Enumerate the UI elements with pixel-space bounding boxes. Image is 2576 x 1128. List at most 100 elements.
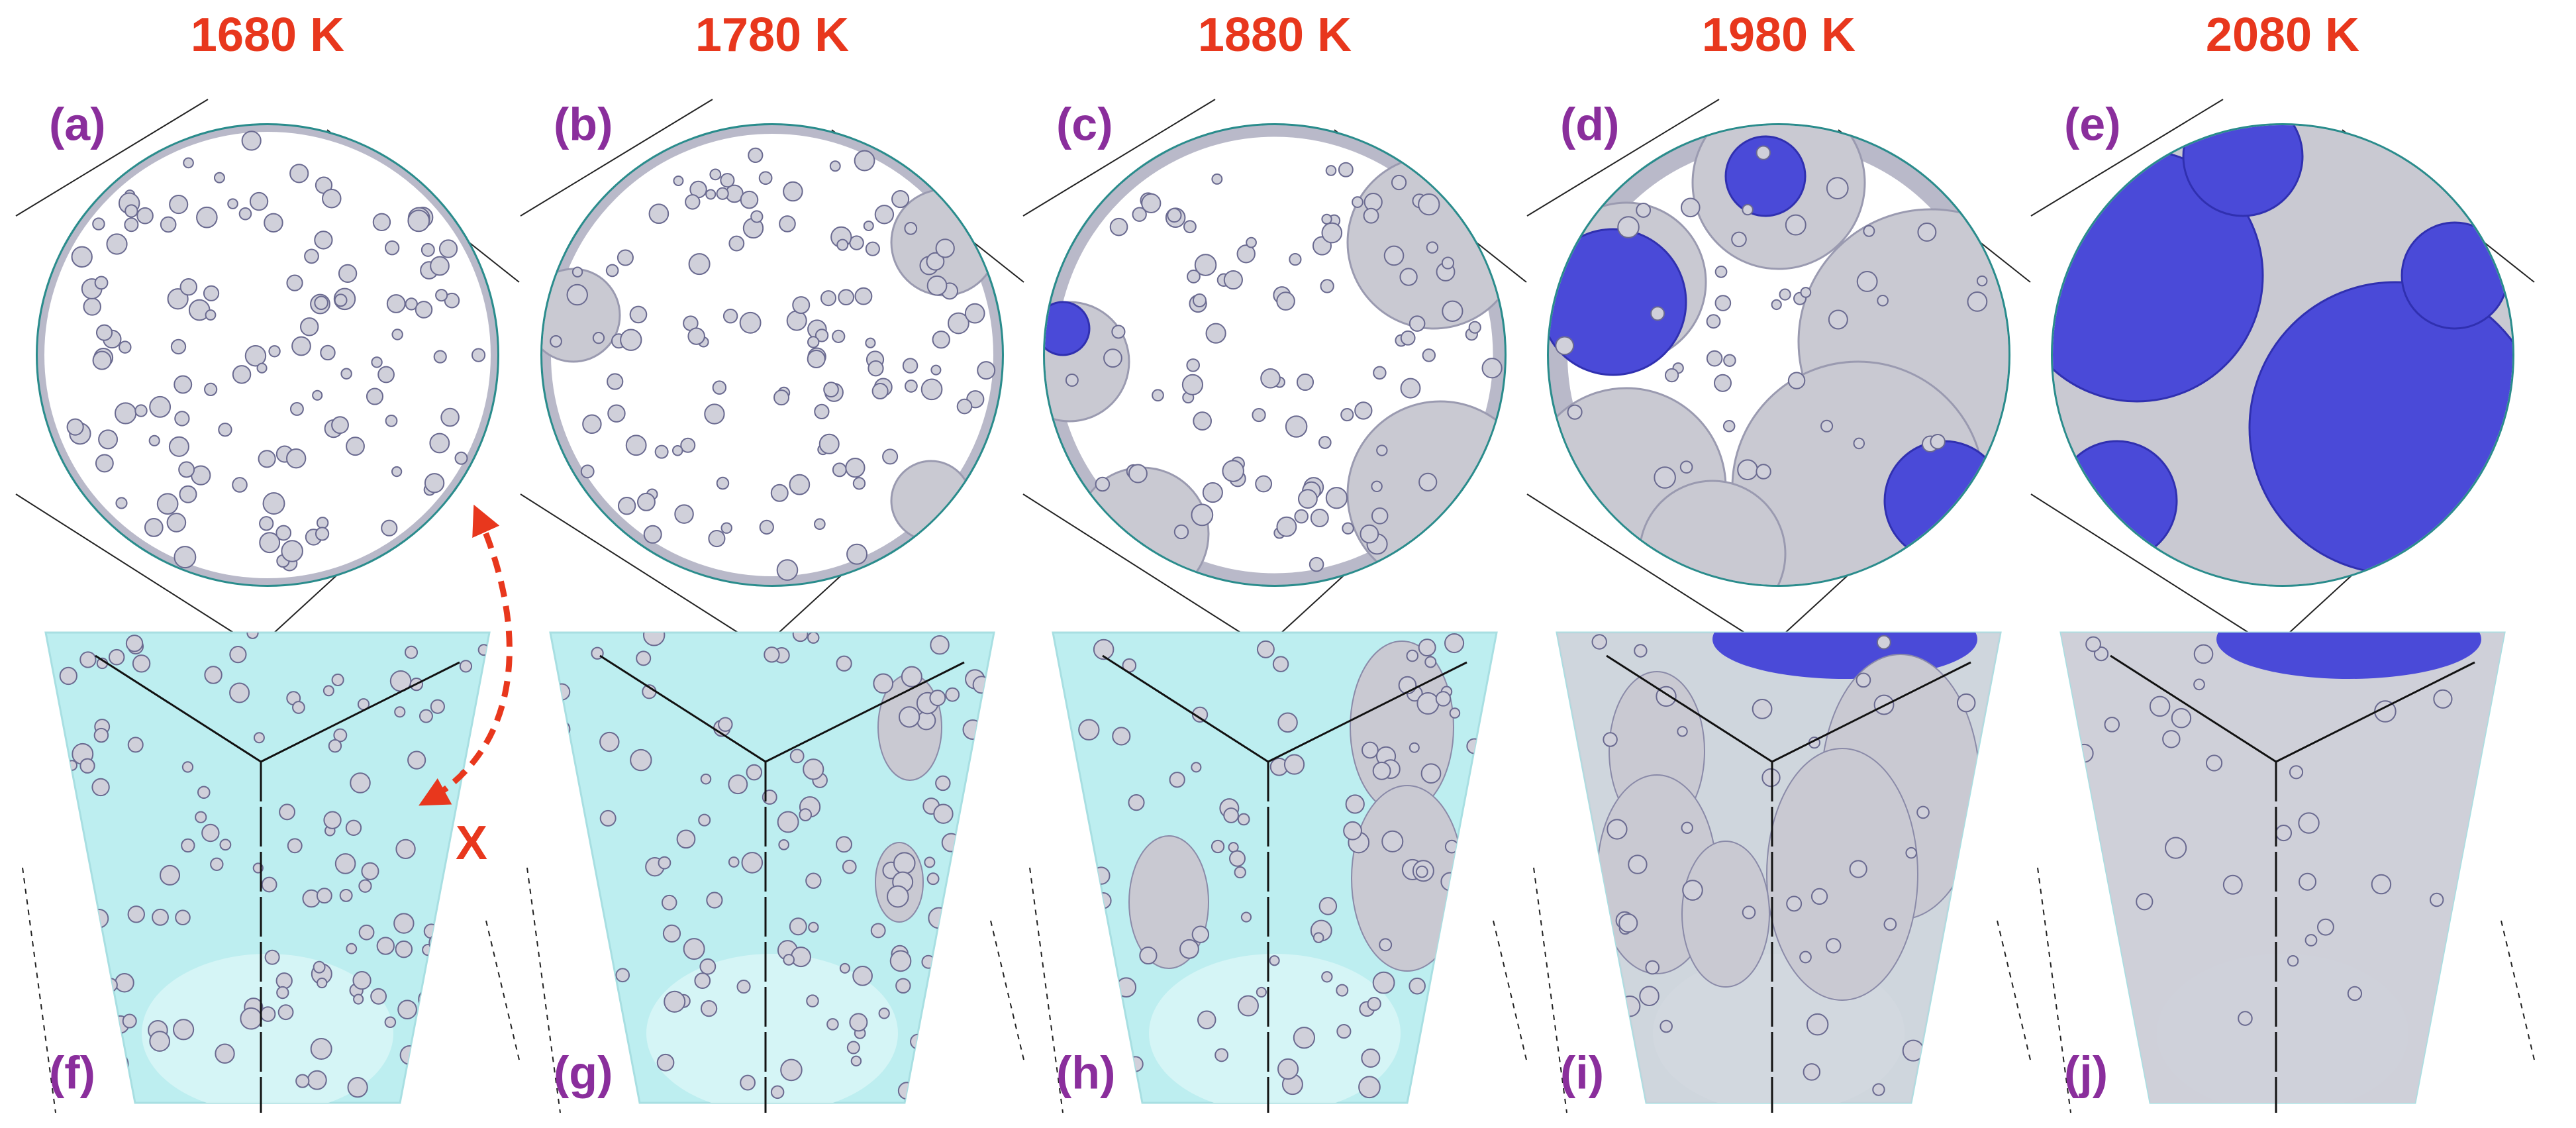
cluster — [815, 329, 829, 342]
temperature-header: 1680 K — [191, 9, 344, 62]
cluster — [1787, 372, 1806, 389]
cluster — [218, 423, 232, 437]
cluster — [1391, 174, 1407, 191]
cluster — [865, 241, 880, 256]
cluster — [1358, 1076, 1381, 1099]
cluster — [636, 650, 652, 666]
cluster — [1192, 293, 1207, 308]
cluster — [174, 411, 190, 427]
cluster — [370, 988, 387, 1005]
cluster — [932, 331, 950, 349]
cluster — [381, 519, 398, 537]
cluster — [61, 981, 76, 996]
cluster — [1236, 244, 1256, 264]
cluster — [786, 310, 807, 331]
cluster — [1371, 507, 1389, 525]
cluster — [1603, 732, 1618, 747]
temperature-header: 1880 K — [1198, 9, 1352, 62]
cluster — [227, 198, 238, 209]
cluster — [103, 978, 118, 992]
cluster — [2298, 872, 2317, 891]
cluster — [588, 957, 609, 978]
cluster — [562, 823, 580, 841]
cluster — [316, 517, 329, 529]
cluster — [1628, 854, 1648, 874]
cluster — [930, 364, 942, 376]
cluster — [1956, 693, 1976, 713]
box-edge — [2501, 920, 2535, 1060]
cluster — [891, 190, 910, 209]
cluster — [1636, 202, 1652, 218]
cluster — [1619, 996, 1641, 1017]
box-edge — [1533, 867, 1567, 1113]
cluster — [115, 402, 137, 425]
cluster — [181, 761, 194, 773]
cluster — [1423, 1047, 1442, 1065]
cluster — [454, 451, 468, 465]
cluster — [394, 706, 406, 718]
cluster — [197, 786, 211, 799]
cluster — [1876, 635, 1891, 650]
cluster — [1916, 805, 1930, 819]
cluster — [91, 778, 110, 797]
panel-label: (e) — [2064, 98, 2121, 150]
crystal-region — [2182, 125, 2304, 217]
cluster — [156, 493, 179, 515]
crystal-region — [1724, 135, 1807, 217]
cluster — [134, 404, 148, 417]
cluster — [1325, 487, 1348, 509]
cluster — [2222, 874, 2243, 895]
box-edge — [599, 654, 766, 763]
cluster — [1555, 336, 1575, 356]
cluster — [850, 1055, 862, 1067]
cluster — [166, 513, 187, 533]
cluster — [2298, 812, 2320, 834]
cluster — [1053, 877, 1066, 894]
cluster — [648, 203, 669, 225]
cluster — [1256, 640, 1275, 658]
cluster — [1771, 299, 1782, 311]
cluster — [391, 329, 403, 340]
cluster — [720, 173, 735, 188]
cluster — [1240, 911, 1252, 923]
cluster — [1883, 917, 1897, 931]
temperature-header: 2080 K — [2206, 9, 2359, 62]
cluster — [607, 404, 626, 423]
cluster — [232, 365, 252, 384]
cluster — [1352, 196, 1363, 208]
temperature-header: 1980 K — [1702, 9, 1856, 62]
cluster — [149, 395, 172, 418]
cluster — [264, 213, 283, 233]
cluster — [2104, 717, 2120, 733]
cluster — [550, 807, 563, 824]
cluster — [1399, 268, 1418, 286]
cluster — [979, 713, 994, 729]
cluster — [1976, 275, 1988, 287]
cluster — [430, 699, 445, 714]
cluster — [1418, 193, 1440, 216]
cluster — [895, 978, 911, 994]
cluster — [1077, 905, 1099, 927]
cluster — [421, 242, 435, 257]
cluster — [836, 655, 852, 672]
cluster — [1853, 437, 1865, 450]
box-edge — [520, 99, 713, 217]
cluster — [956, 398, 973, 415]
cluster — [832, 329, 846, 343]
cluster — [1252, 407, 1266, 423]
cluster — [1967, 291, 1988, 312]
cluster — [79, 758, 95, 774]
cluster — [115, 497, 128, 509]
cluster — [1321, 971, 1333, 983]
cluster — [287, 838, 303, 854]
cluster — [1737, 459, 1758, 481]
cluster — [1742, 203, 1754, 216]
cluster — [630, 748, 652, 772]
cluster — [688, 253, 711, 276]
cluster — [1345, 794, 1365, 814]
cluster — [2371, 874, 2392, 895]
cluster — [353, 994, 364, 1005]
cluster — [397, 1000, 417, 1020]
cluster — [1677, 726, 1688, 737]
cluster — [393, 913, 415, 934]
